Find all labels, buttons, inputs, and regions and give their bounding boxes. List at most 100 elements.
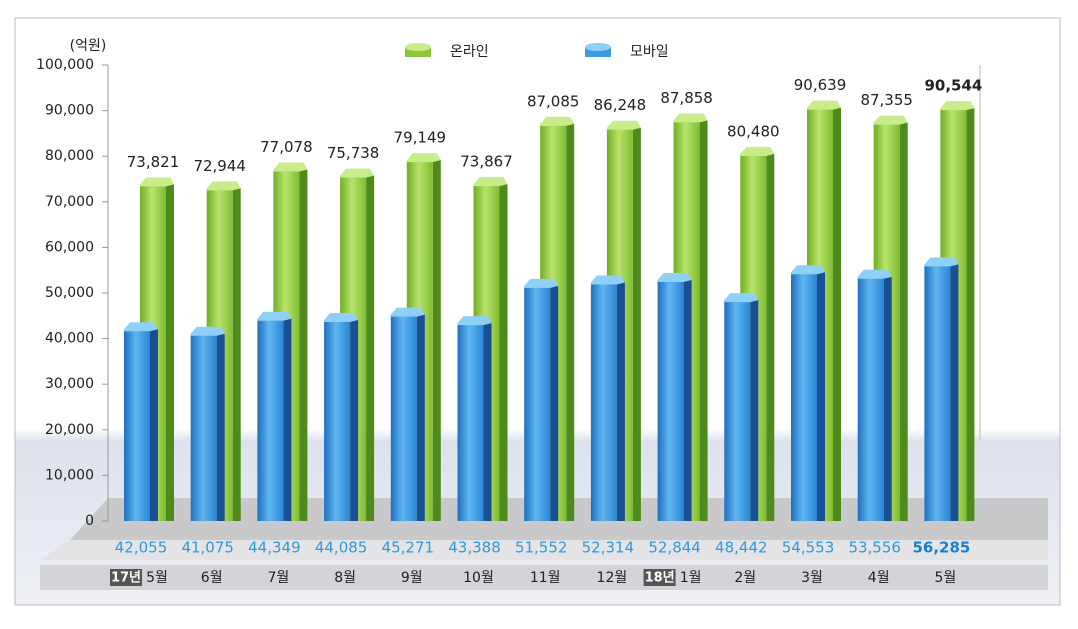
bar-side — [683, 280, 692, 521]
mobile-value-label: 44,085 — [315, 539, 368, 557]
bar-side — [216, 333, 225, 521]
x-tick-label: 5월 — [146, 570, 168, 586]
mobile-value-label: 41,075 — [181, 539, 234, 557]
legend-label: 모바일 — [630, 44, 669, 60]
mobile-value-label: 42,055 — [115, 539, 168, 557]
bar-top — [524, 278, 559, 288]
y-tick-label: 100,000 — [36, 57, 94, 73]
mobile-value-label: 52,314 — [582, 539, 635, 557]
bar-top — [724, 293, 759, 303]
bar-side — [283, 318, 292, 521]
bar — [390, 314, 417, 521]
mobile-value-label: 56,285 — [912, 539, 970, 557]
bar-side — [616, 282, 625, 521]
legend-swatch — [405, 47, 431, 57]
x-tick-label: 7월 — [268, 570, 290, 586]
bar-top — [340, 168, 375, 178]
y-tick-label: 60,000 — [45, 239, 94, 255]
x-tick-label: 5월 — [935, 570, 957, 586]
bar — [257, 318, 284, 521]
bar-top — [124, 322, 158, 332]
legend-swatch-top — [405, 43, 431, 51]
bar-top — [206, 181, 241, 191]
x-tick-label: 10월 — [463, 570, 494, 586]
bar-top — [273, 162, 308, 172]
bar — [724, 300, 751, 521]
bar — [190, 333, 217, 521]
bar-side — [566, 123, 575, 522]
bar — [791, 272, 817, 521]
mobile-value-label: 52,844 — [648, 539, 701, 557]
bar-side — [499, 184, 508, 521]
bar-top — [857, 269, 892, 279]
bar-top — [390, 307, 425, 317]
bar-top — [473, 177, 508, 187]
bar-top — [190, 326, 225, 336]
bar-side — [899, 122, 908, 522]
x-tick-label: 4월 — [868, 570, 890, 586]
bar-side — [550, 285, 559, 521]
year-label: 17년 — [111, 571, 141, 586]
x-tick-label: 12월 — [597, 570, 628, 586]
bar-side — [699, 120, 708, 521]
bar-side — [232, 188, 241, 521]
x-tick-label: 9월 — [401, 570, 423, 586]
y-tick-label: 30,000 — [45, 376, 94, 392]
bar-side — [766, 154, 775, 521]
bar-top — [590, 275, 625, 285]
bar-side — [483, 323, 492, 521]
y-unit: (억원) — [70, 38, 107, 54]
bar-top — [807, 100, 841, 110]
mobile-value-label: 44,349 — [248, 539, 301, 557]
bar-top — [873, 115, 908, 125]
bar — [924, 264, 951, 521]
bar-side — [833, 107, 841, 521]
y-tick-label: 40,000 — [45, 331, 94, 347]
mobile-value-label: 45,271 — [382, 539, 435, 557]
year-badge — [643, 569, 676, 586]
bar-top — [457, 316, 492, 326]
bar — [857, 276, 884, 521]
y-tick-label: 0 — [85, 513, 94, 529]
online-value-label: 80,480 — [727, 123, 780, 141]
online-value-label: 87,858 — [660, 89, 713, 107]
x-tick-label: 6월 — [201, 570, 223, 586]
bar-side — [299, 169, 308, 521]
bar-side — [432, 160, 441, 521]
legend-label: 온라인 — [450, 44, 489, 60]
mobile-value-label: 51,552 — [515, 539, 568, 557]
bar-top — [673, 113, 708, 123]
mobile-value-label: 53,556 — [848, 539, 901, 557]
bar-top — [657, 273, 692, 283]
bar — [590, 282, 617, 521]
y-tick-label: 80,000 — [45, 148, 94, 164]
online-value-label: 90,639 — [794, 76, 847, 94]
legend-swatch-top — [585, 43, 611, 51]
year-label: 18년 — [645, 571, 675, 586]
x-tick-label: 1월 — [680, 570, 702, 586]
y-tick-label: 10,000 — [45, 467, 94, 483]
bar-side — [416, 314, 425, 521]
bar-side — [350, 319, 359, 521]
online-value-label: 72,944 — [193, 157, 246, 175]
x-tick-label: 2월 — [734, 570, 756, 586]
bar-top — [540, 116, 575, 126]
online-value-label: 75,738 — [327, 144, 380, 162]
bar-top — [940, 101, 975, 111]
floor-front — [40, 540, 1048, 560]
bar-side — [950, 264, 959, 521]
mobile-value-label: 48,442 — [715, 539, 768, 557]
bar-top — [140, 177, 174, 187]
online-value-label: 77,078 — [260, 138, 313, 156]
mobile-value-label: 43,388 — [448, 539, 501, 557]
bar-side — [366, 175, 375, 522]
bar-side — [750, 300, 759, 521]
bar — [124, 329, 150, 521]
bar-top — [740, 147, 775, 157]
x-tick-label: 8월 — [334, 570, 356, 586]
year-badge — [110, 569, 142, 586]
bar-side — [966, 108, 975, 522]
y-tick-label: 50,000 — [45, 285, 94, 301]
bar — [524, 285, 551, 521]
